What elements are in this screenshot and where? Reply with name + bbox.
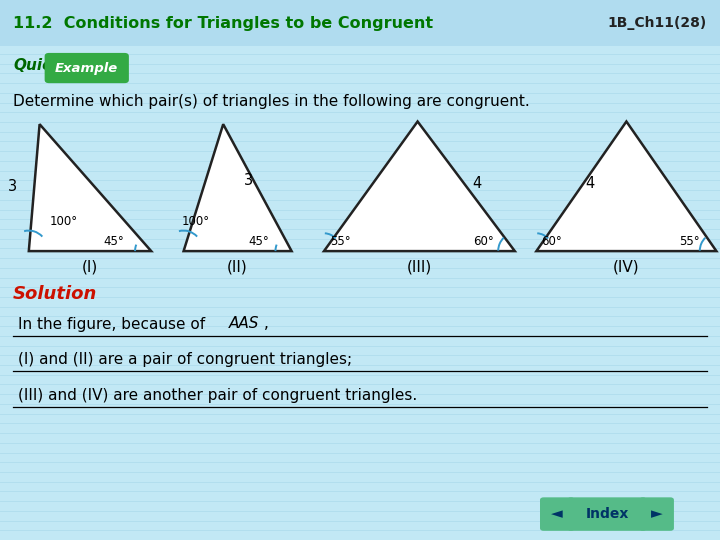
FancyBboxPatch shape [45,53,129,83]
Text: ◄: ◄ [552,507,563,522]
Text: 3: 3 [244,173,253,188]
Text: In the figure, because of: In the figure, because of [18,316,210,332]
Text: AAS: AAS [229,316,259,332]
FancyBboxPatch shape [0,0,720,46]
Polygon shape [324,122,515,251]
Text: 55°: 55° [330,235,351,248]
Text: 100°: 100° [49,215,78,228]
FancyBboxPatch shape [540,497,575,531]
Polygon shape [536,122,716,251]
Text: (III) and (IV) are another pair of congruent triangles.: (III) and (IV) are another pair of congr… [18,388,418,403]
Text: 11.2  Conditions for Triangles to be Congruent: 11.2 Conditions for Triangles to be Cong… [13,16,433,31]
Text: ►: ► [651,507,662,522]
Polygon shape [184,124,292,251]
Text: 100°: 100° [181,215,210,228]
Text: 55°: 55° [679,235,699,248]
Text: Index: Index [585,507,629,521]
Text: (I): (I) [82,260,98,275]
Text: 60°: 60° [541,235,562,248]
Text: 45°: 45° [249,235,269,248]
Text: ,: , [264,316,269,332]
Text: (III): (III) [406,260,432,275]
Text: (I) and (II) are a pair of congruent triangles;: (I) and (II) are a pair of congruent tri… [18,352,352,367]
FancyBboxPatch shape [639,497,674,531]
Text: Quick: Quick [13,58,61,73]
Text: Solution: Solution [13,285,97,303]
Text: (II): (II) [228,260,248,275]
FancyBboxPatch shape [567,497,647,531]
Text: Determine which pair(s) of triangles in the following are congruent.: Determine which pair(s) of triangles in … [13,94,530,109]
Polygon shape [29,124,151,251]
Text: 60°: 60° [474,235,494,248]
Text: Example: Example [55,62,118,75]
Text: 3: 3 [9,179,17,194]
Text: 45°: 45° [104,235,124,248]
Text: (IV): (IV) [613,260,639,275]
Text: 4: 4 [472,176,481,191]
Text: 1B_Ch11(28): 1B_Ch11(28) [608,16,707,30]
Text: 4: 4 [586,176,595,191]
